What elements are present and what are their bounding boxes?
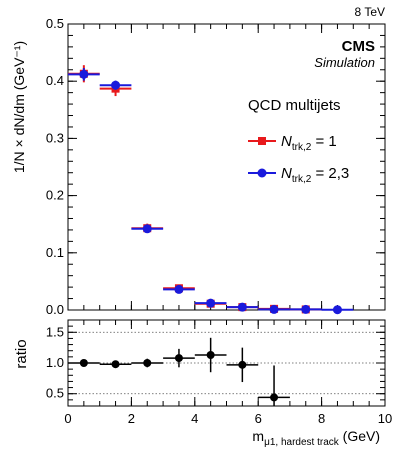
ratio-y-axis-label: ratio [13,339,30,368]
data-point-circle [332,305,342,315]
data-point-circle [206,298,216,308]
legend: QCD multijets Ntrk,2 = 1 Ntrk,2 = 2,3 [248,97,349,185]
x-tick-label: 0 [64,411,71,426]
energy-label: 8 TeV [355,5,385,19]
ratio-point-group [131,358,164,368]
ratio-y-tick-label: 1.0 [46,355,64,370]
ratio-data-point [143,359,152,367]
ratio-data-point [206,351,215,360]
legend-label: Ntrk,2 = 1 [281,133,337,153]
legend-title: QCD multijets [248,97,341,114]
legend-entry-1: Ntrk,2 = 1 [248,133,337,153]
ratio-point-group [99,360,132,369]
ratio-point-group [68,359,100,367]
y-tick-label: 0.4 [46,73,64,88]
ratio-y-tick-label: 0.5 [46,386,64,401]
x-tick-label: 4 [191,411,198,426]
legend-entries: Ntrk,2 = 1 Ntrk,2 = 2,3 [248,133,349,185]
x-tick-label: 6 [255,411,262,426]
series-2 [68,68,354,315]
ratio-axis-ticks: 0.5 1.0 1.5 0 2 4 6 8 10 [46,320,392,426]
ratio-point-group [194,337,227,373]
y-tick-label: 0.0 [46,302,64,317]
legend-marker-circle [257,168,267,178]
data-point-circle [174,284,184,294]
ratio-data-point [174,354,183,363]
ratio-data-point [79,359,88,367]
experiment-label: CMS [342,38,375,55]
y-tick-label: 0.2 [46,188,64,203]
data-point-circle [142,224,152,234]
y-tick-label: 0.1 [46,245,64,260]
x-axis-label-main: m [252,428,264,444]
ratio-data-point [111,360,120,369]
ratio-y-tick-label: 1.5 [46,324,64,339]
ratio-point-group [226,347,259,383]
x-tick-label: 2 [128,411,135,426]
x-tick-label: 10 [378,411,392,426]
ratio-point-group [258,365,290,406]
main-data-marks [68,65,354,315]
legend-label: Ntrk,2 = 2,3 [281,165,349,185]
legend-entry-2: Ntrk,2 = 2,3 [248,165,349,185]
ratio-data-point [238,360,247,369]
data-point-circle [111,80,121,90]
data-point-circle [237,302,247,312]
legend-marker-square [258,137,266,145]
main-panel: 0.0 0.1 0.2 0.3 0.4 0.5 CMS Simulation QCD mu… [11,16,386,317]
x-axis-label: mμ1, hardest track (GeV) [252,428,380,448]
x-tick-label: 8 [318,411,325,426]
x-axis-label-sub: μ1, hardest track [264,437,340,448]
y-axis-label: 1/N × dN/dm (GeV⁻¹) [11,41,27,173]
ratio-point-group [163,348,195,368]
y-tick-label: 0.3 [46,130,64,145]
ratio-data-marks [68,337,290,406]
x-axis-label-unit: (GeV) [339,428,380,444]
ratio-panel: 0.5 1.0 1.5 0 2 4 6 8 10 ratio mμ1, hardest trac… [13,319,392,448]
ratio-data-point [270,393,279,402]
data-point-circle [79,69,89,79]
qualifier-label: Simulation [314,55,375,70]
data-point-circle [269,304,279,314]
data-point-circle [301,304,311,314]
y-tick-label: 0.5 [46,16,64,31]
